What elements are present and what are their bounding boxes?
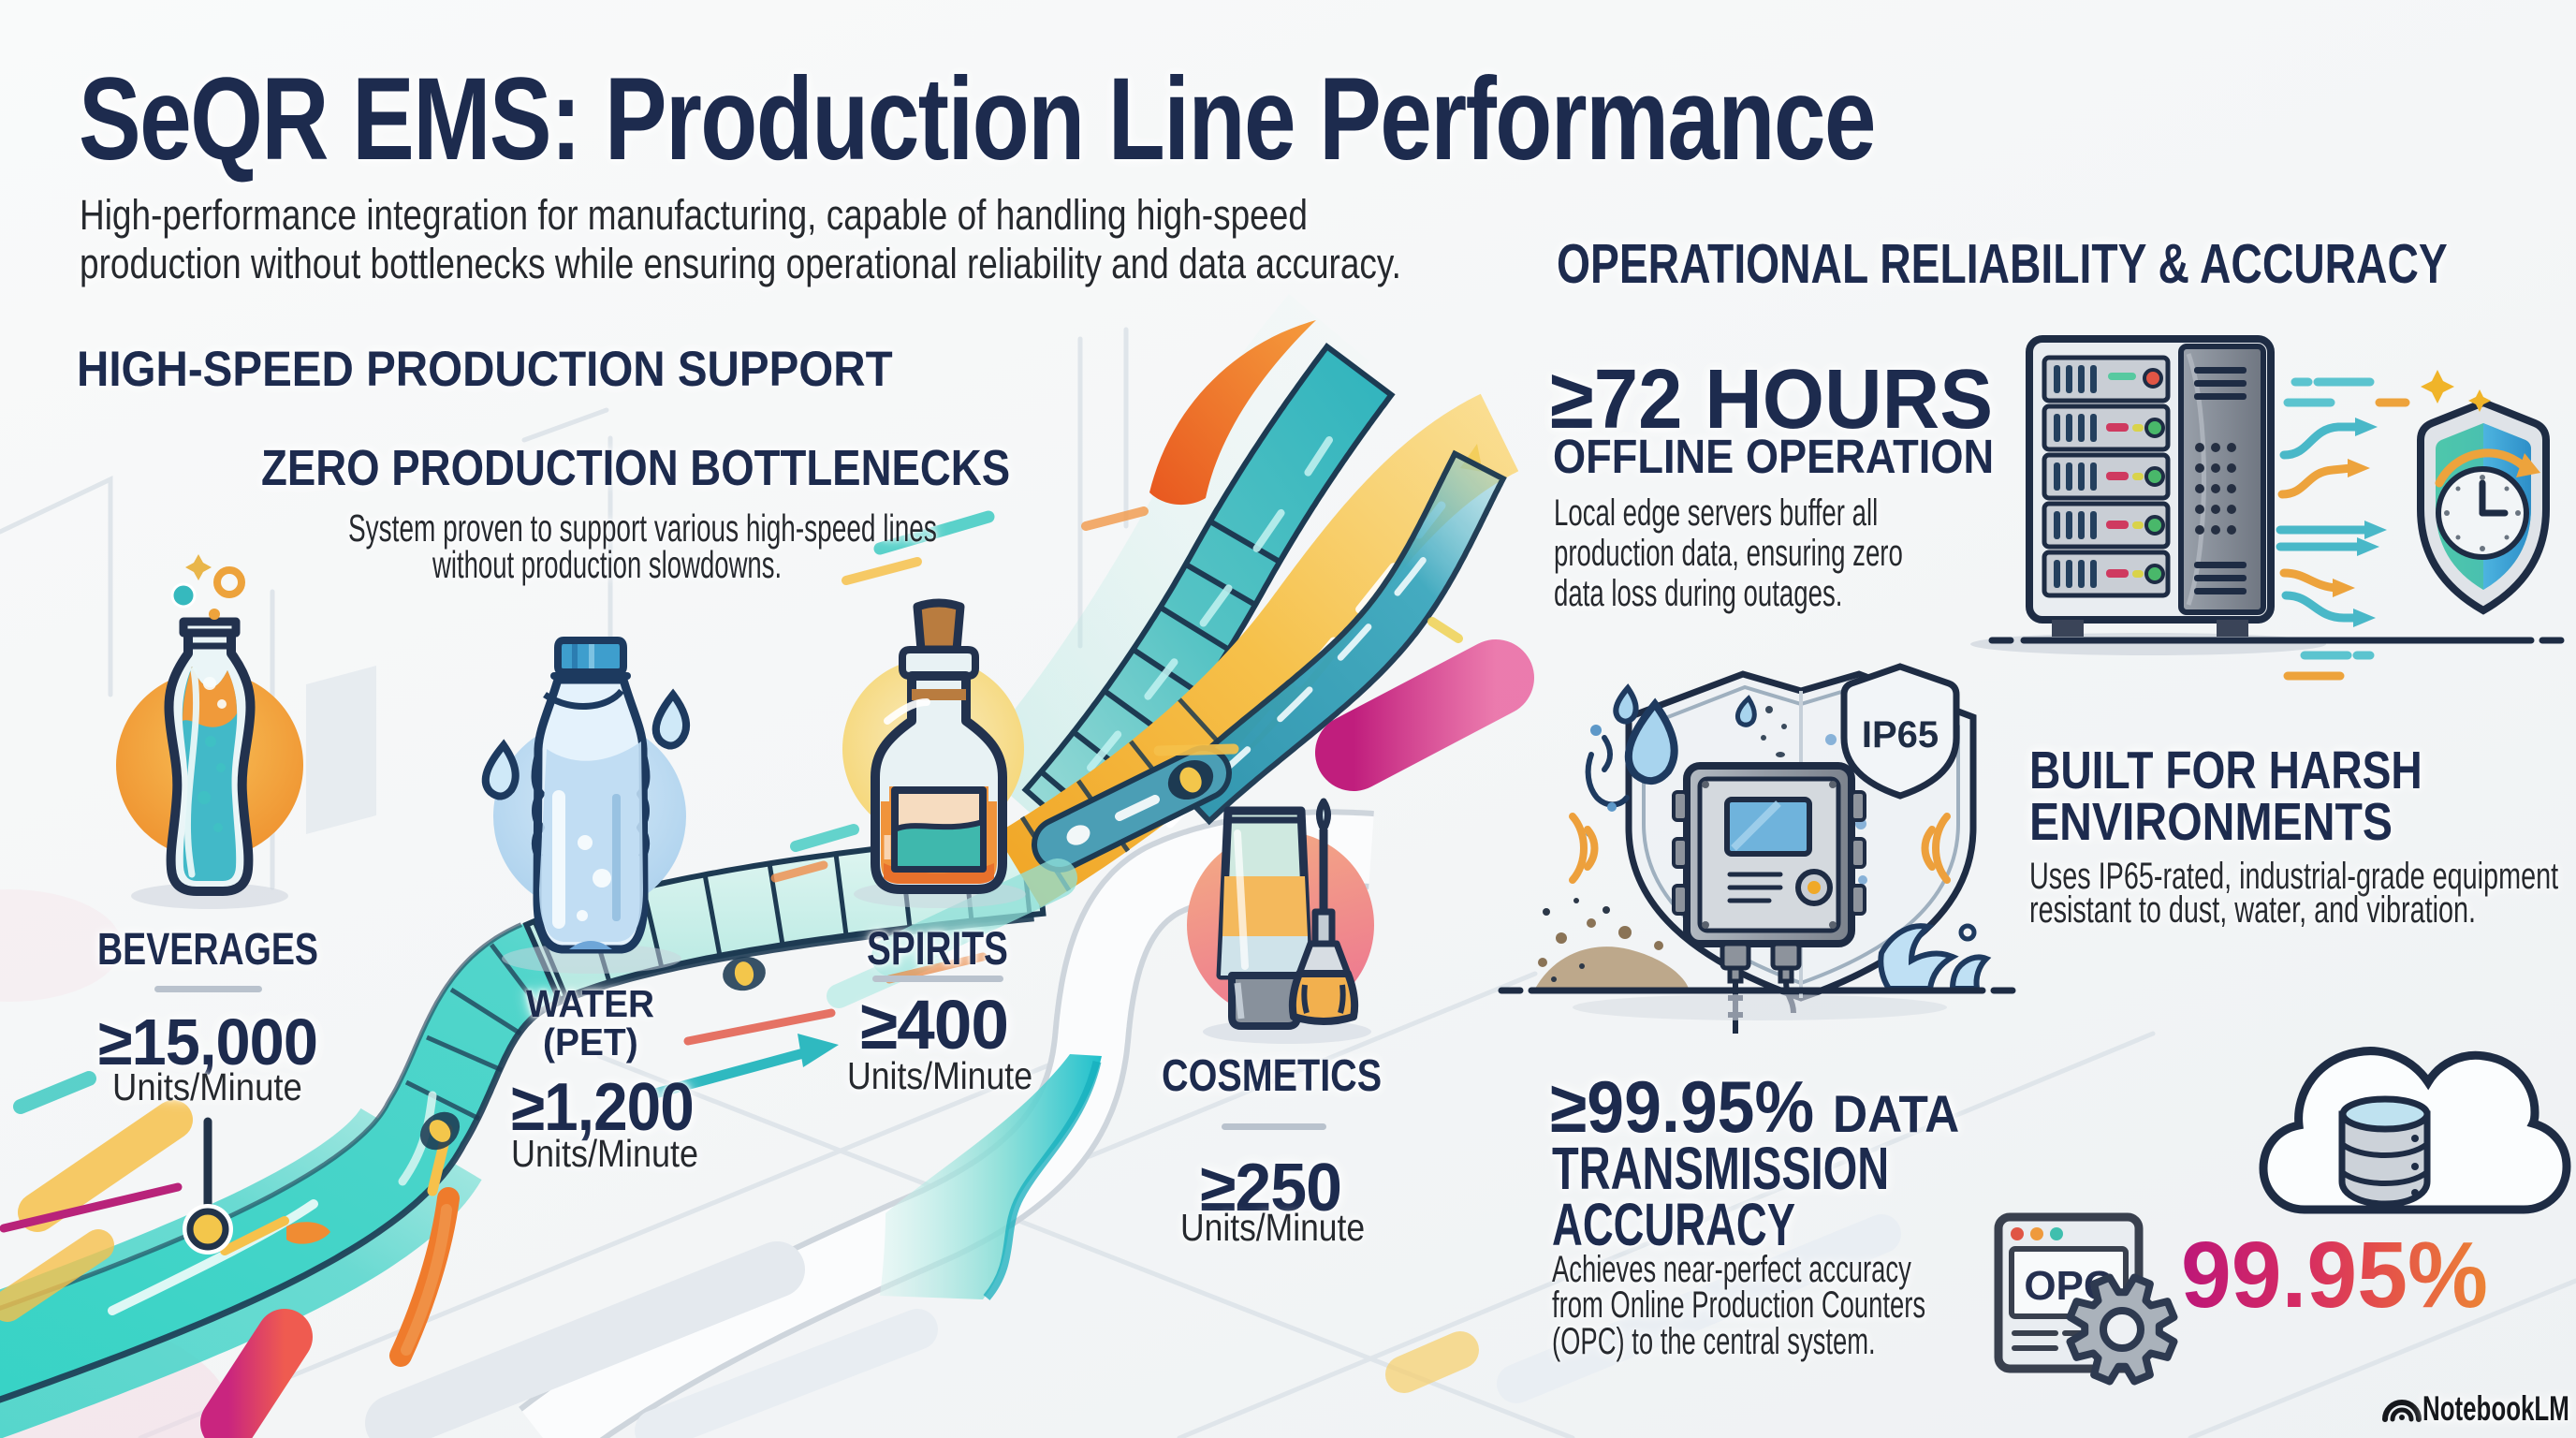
- svg-text:IP65: IP65: [1862, 714, 1939, 756]
